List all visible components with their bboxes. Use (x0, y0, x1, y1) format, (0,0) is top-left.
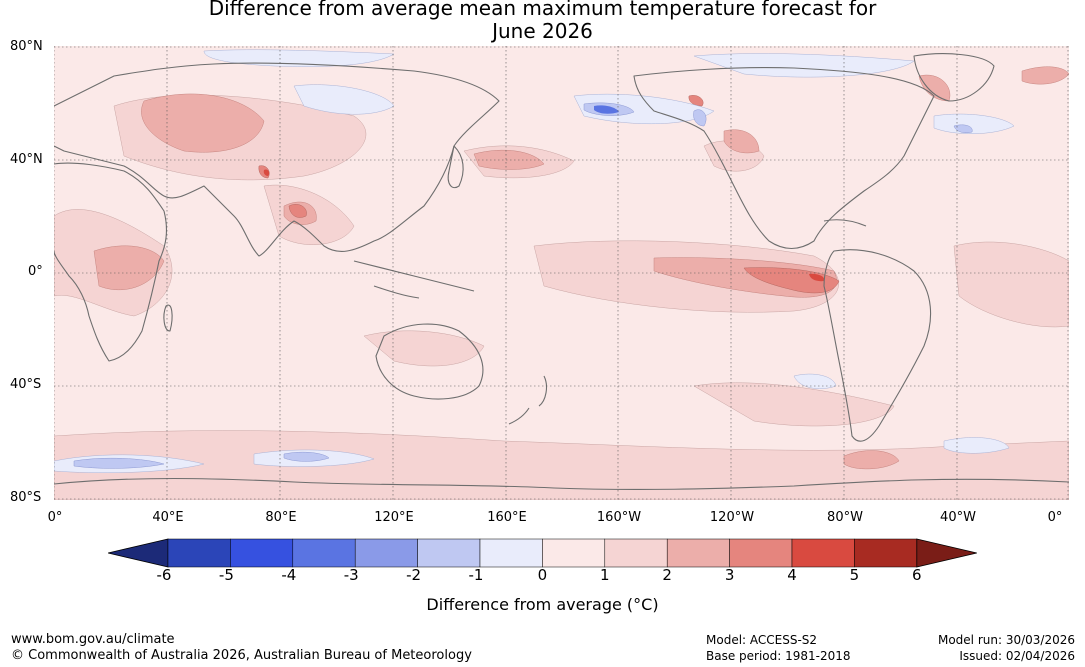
title-line-2: June 2026 (492, 19, 593, 43)
coastlines (54, 53, 1069, 491)
lon-label-160w: 160°W (596, 510, 642, 525)
footer-url[interactable]: www.bom.gov.au/climate (11, 632, 175, 647)
coastline-maritime-se-asia (353, 260, 475, 299)
lon-label-120e: 120°E (374, 510, 414, 525)
colorbar-box-2-to-3 (666, 538, 730, 568)
coastline-japan (447, 145, 464, 189)
footer-model: Model: ACCESS-S2 (706, 633, 818, 647)
colorbar-tick-label: 6 (912, 566, 922, 584)
anomaly-negative-regions (54, 49, 1015, 473)
colorbar-box--2-to--1 (417, 538, 481, 568)
lon-label-160e: 160°E (487, 510, 527, 525)
colorbar-box--4-to--3 (292, 538, 356, 568)
temperature-anomaly-map (54, 46, 1069, 500)
footer-issued: Issued: 02/04/2026 (959, 649, 1075, 663)
anomaly-minus-2-3-regions (594, 105, 619, 114)
colorbar-tick-label: 1 (600, 566, 610, 584)
graticule (54, 46, 1069, 500)
colorbar-tick-label: -6 (156, 566, 172, 584)
lon-label-40w: 40°W (940, 510, 976, 525)
title-line-1: Difference from average mean maximum tem… (208, 0, 877, 20)
colorbar-box-3-to-4 (729, 538, 793, 568)
lat-label-80s: 80°S (10, 490, 42, 505)
lat-label-equator: 0° (28, 264, 43, 279)
colorbar-box--6-to--5 (167, 538, 231, 568)
coastline-eurasia (54, 62, 500, 257)
colorbar-box-0-to-1 (542, 538, 606, 568)
colorbar-box--1-to-0 (479, 538, 543, 568)
colorbar-extension-high (916, 538, 977, 568)
colorbar-tick-label: -1 (468, 566, 484, 584)
colorbar-box-1-to-2 (604, 538, 668, 568)
colorbar-box-4-to-5 (791, 538, 855, 568)
coastline-greenland (913, 53, 995, 102)
colorbar-tick-label: -4 (281, 566, 297, 584)
lon-label-40e: 40°E (152, 510, 184, 525)
colorbar-tick-label: -5 (218, 566, 234, 584)
lat-label-40n: 40°N (10, 152, 43, 167)
anomaly-4-5-regions (263, 169, 825, 282)
footer-model-run: Model run: 30/03/2026 (937, 633, 1075, 647)
coastline-caribbean (823, 219, 867, 227)
colorbar-label: Difference from average (°C) (426, 595, 659, 614)
footer-copyright: © Commonwealth of Australia 2026, Austra… (11, 648, 472, 663)
lat-label-80n: 80°N (10, 39, 43, 54)
coastline-new-zealand (508, 375, 548, 425)
lon-label-120w: 120°W (709, 510, 755, 525)
map-title: Difference from average mean maximum tem… (0, 0, 1085, 43)
colorbar-tick-label: 0 (537, 566, 548, 584)
coastline-madagascar (163, 304, 173, 332)
anomaly-2-3-regions (93, 66, 1069, 470)
colorbar-tick-label: 5 (849, 566, 860, 584)
colorbar-tick-label: 3 (724, 566, 735, 584)
lat-label-40s: 40°S (10, 377, 42, 392)
coastline-south-america (823, 249, 932, 442)
colorbar-tick-label: 2 (662, 566, 672, 584)
footer-base-period: Base period: 1981-2018 (706, 649, 851, 663)
colorbar-box--5-to--4 (230, 538, 294, 568)
coastline-north-america (633, 66, 935, 250)
coastline-antarctica (54, 477, 1069, 491)
colorbar-extension-low (108, 538, 169, 568)
lon-label-80e: 80°E (265, 510, 297, 525)
colorbar-tick-label: -3 (343, 566, 359, 584)
colorbar (108, 538, 977, 568)
lon-label-0-west: 0° (47, 510, 63, 525)
lon-label-0-east: 0° (1047, 510, 1063, 525)
anomaly-3-4-regions (258, 95, 840, 294)
colorbar-tick-label: 4 (787, 566, 797, 584)
colorbar-box-5-to-6 (854, 538, 918, 568)
colorbar-box--3-to--2 (354, 538, 418, 568)
coastline-africa (54, 162, 168, 362)
colorbar-tick-label: -2 (406, 566, 422, 584)
lon-label-80w: 80°W (827, 510, 863, 525)
